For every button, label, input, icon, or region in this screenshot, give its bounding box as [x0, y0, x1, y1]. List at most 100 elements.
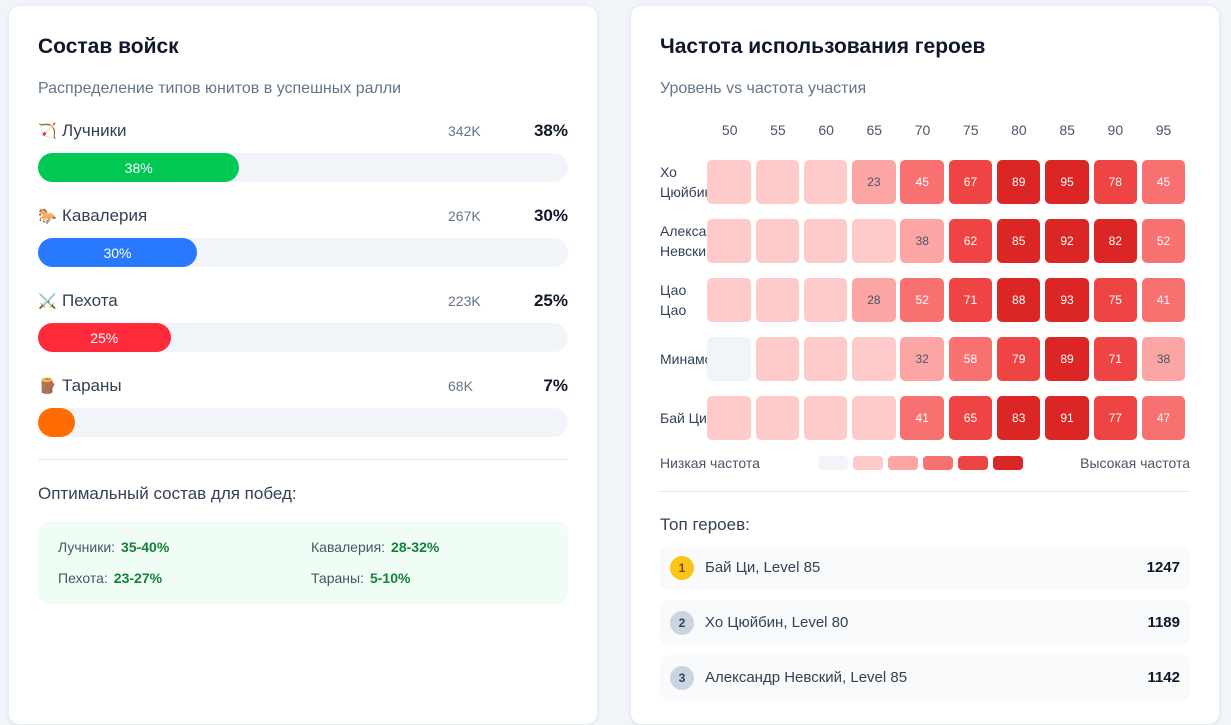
- heatmap-cell: 58: [948, 336, 993, 381]
- heatmap-cell: 32: [900, 336, 944, 381]
- top-hero-item: 3 Александр Невский, Level 85 1142: [660, 655, 1190, 700]
- hero-name: Хо Цюйбин, Level 80: [705, 614, 849, 631]
- troop-progress-bar: [38, 408, 568, 437]
- troop-progress-bar: 38%: [38, 153, 568, 182]
- optimal-value: 5-10%: [369, 570, 411, 586]
- legend-swatches: [818, 456, 1080, 470]
- optimal-item: Кавалерия: 28-32%: [311, 539, 548, 555]
- troop-header: 🏹 Лучники 342K 38%: [38, 118, 568, 144]
- troop-header: ⚔️ Пехота 223K 25%: [38, 288, 568, 314]
- troop-progress-bar: 30%: [38, 238, 568, 267]
- troop-row: 🏹 Лучники 342K 38% 38%: [38, 118, 568, 203]
- heatmap-cell: [755, 159, 800, 204]
- heatmap-cell: 79: [997, 336, 1041, 381]
- heatmap-cell: 28: [852, 277, 896, 322]
- rank-badge: 3: [670, 665, 694, 690]
- legend-low-label: Низкая частота: [660, 455, 760, 471]
- troop-row: 🪵 Тараны 68K 7%: [38, 373, 568, 458]
- heatmap-cell: 82: [1093, 218, 1137, 263]
- troop-progress-fill: 38%: [38, 153, 240, 182]
- troop-progress-bar: 25%: [38, 323, 568, 352]
- heatmap-cell: 91: [1045, 395, 1089, 440]
- hero-label: Минамото: [660, 350, 707, 367]
- heatmap-cell: 23: [852, 159, 896, 204]
- troop-icon: 🏹: [38, 123, 57, 140]
- heatmap-cell: [707, 336, 751, 381]
- heatmap-cell: 62: [948, 218, 993, 263]
- heatmap-row: Цао Цао 28 52 71 88 93 75 41: [660, 270, 1190, 329]
- hero-label: Цао Цао: [660, 281, 687, 318]
- troop-percent: 25%: [533, 291, 568, 310]
- heatmap-cell: 83: [997, 395, 1041, 440]
- optimal-value: 28-32%: [391, 539, 440, 555]
- heatmap-cell: 88: [997, 277, 1041, 322]
- level-label: 65: [866, 122, 883, 138]
- troop-header: 🐎 Кавалерия 267K 30%: [38, 203, 568, 229]
- heatmap-cell: [803, 277, 848, 322]
- hero-score: 1142: [1147, 669, 1180, 686]
- legend-swatch: [818, 456, 848, 470]
- troop-icon: ⚔️: [38, 293, 57, 310]
- heatmap-cell: 47: [1141, 395, 1186, 440]
- heatmap-cell: [852, 395, 896, 440]
- heatmap-cell: [803, 218, 848, 263]
- top-hero-item: 2 Хо Цюйбин, Level 80 1189: [660, 600, 1190, 645]
- level-label: 95: [1155, 122, 1172, 138]
- rank-badge: 1: [670, 555, 694, 580]
- card-title: Частота использования героев: [660, 35, 986, 58]
- troop-row: ⚔️ Пехота 223K 25% 25%: [38, 288, 568, 373]
- optimal-label: Тараны:: [311, 570, 364, 586]
- troop-row: 🐎 Кавалерия 267K 30% 30%: [38, 203, 568, 288]
- troop-count: 267K: [448, 208, 481, 224]
- hero-label: Александр Невский: [660, 222, 707, 259]
- divider: [660, 491, 1190, 492]
- heatmap-cell: 38: [1141, 336, 1186, 381]
- heatmap-cell: 45: [1141, 159, 1186, 204]
- legend-swatch: [888, 456, 918, 470]
- troop-percent: 38%: [533, 121, 568, 140]
- troop-name: Лучники: [62, 121, 127, 140]
- heatmap-cell: [707, 277, 751, 322]
- level-label: 90: [1107, 122, 1124, 138]
- optimal-value: 23-27%: [113, 570, 163, 586]
- optimal-item: Тараны: 5-10%: [311, 570, 548, 586]
- legend-high-label: Высокая частота: [1080, 455, 1190, 471]
- troop-count: 223K: [448, 293, 481, 309]
- heatmap-cell: 52: [900, 277, 944, 322]
- troop-percent: 30%: [533, 206, 568, 225]
- optimal-value: 35-40%: [121, 539, 170, 555]
- troop-composition-card: Состав войск Распределение типов юнитов …: [8, 5, 598, 725]
- top-heroes-list: 1 Бай Ци, Level 85 1247 2 Хо Цюйбин, Level 8…: [660, 545, 1190, 700]
- divider: [38, 459, 568, 460]
- troop-list: 🏹 Лучники 342K 38% 38% 🐎 Кавалерия 267K 30% 30% ⚔️…: [38, 118, 568, 458]
- heatmap-cell: 78: [1093, 159, 1137, 204]
- heatmap-cell: 89: [997, 159, 1041, 204]
- heatmap-cell: 92: [1045, 218, 1089, 263]
- top-heroes-title: Топ героев:: [660, 515, 750, 534]
- troop-percent: 7%: [543, 376, 568, 395]
- level-label: 50: [721, 122, 738, 138]
- heatmap-cell: 93: [1045, 277, 1089, 322]
- heatmap-cell: 67: [948, 159, 993, 204]
- hero-usage-card: Частота использования героев Уровень vs …: [630, 5, 1220, 725]
- heatmap: Хо Цюйбин23456789957845Александр Невский…: [660, 152, 1190, 447]
- legend-swatch: [923, 456, 953, 470]
- level-label: 75: [962, 122, 979, 138]
- heatmap-cell: [707, 159, 751, 204]
- heatmap-cell: 52: [1141, 218, 1186, 263]
- optimal-label: Лучники:: [58, 539, 116, 555]
- hero-score: 1247: [1146, 559, 1180, 576]
- legend-swatch: [958, 456, 988, 470]
- heatmap-cell: [803, 395, 848, 440]
- heatmap-cell: [755, 336, 800, 381]
- rank-badge: 2: [670, 610, 694, 635]
- heatmap-cell: [707, 218, 751, 263]
- hero-label: Бай Ци: [660, 409, 707, 426]
- heatmap-cell: [852, 218, 896, 263]
- card-subtitle: Распределение типов юнитов в успешных ра…: [38, 80, 402, 97]
- hero-name: Бай Ци, Level 85: [705, 559, 821, 576]
- heatmap-cell: 71: [1093, 336, 1137, 381]
- hero-name: Александр Невский, Level 85: [705, 669, 908, 686]
